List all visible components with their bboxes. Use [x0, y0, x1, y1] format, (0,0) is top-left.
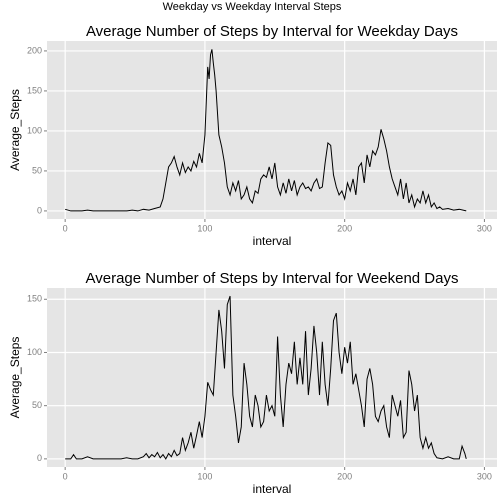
- y-tick-label: 150: [27, 294, 42, 304]
- data-line: [65, 49, 467, 212]
- data-line: [65, 295, 467, 460]
- y-tick-label: 0: [37, 453, 42, 463]
- y-tick-label: 200: [27, 45, 42, 55]
- x-tick-label: 300: [477, 223, 492, 233]
- y-tick-label: 0: [37, 205, 42, 215]
- y-axis-label: Average_Steps: [8, 337, 22, 419]
- x-tick-label: 100: [197, 223, 212, 233]
- y-tick-label: 100: [27, 347, 42, 357]
- y-tick-label: 50: [32, 400, 42, 410]
- chart-title: Average Number of Steps by Interval for …: [86, 270, 459, 287]
- x-tick-label: 0: [63, 471, 68, 481]
- x-axis-label: interval: [253, 234, 292, 248]
- x-axis-label: interval: [253, 482, 292, 496]
- x-tick-label: 0: [63, 223, 68, 233]
- y-tick-label: 100: [27, 125, 42, 135]
- x-tick-label: 300: [477, 471, 492, 481]
- y-tick-label: 150: [27, 85, 42, 95]
- figure-title: Weekday vs Weekday Interval Steps: [163, 1, 342, 13]
- x-tick-label: 200: [337, 471, 352, 481]
- x-tick-label: 200: [337, 223, 352, 233]
- y-axis-label: Average_Steps: [8, 89, 22, 171]
- chart-title: Average Number of Steps by Interval for …: [86, 23, 458, 40]
- x-tick-label: 100: [197, 471, 212, 481]
- y-tick-label: 50: [32, 165, 42, 175]
- panel: [47, 41, 497, 219]
- panel: [47, 288, 497, 467]
